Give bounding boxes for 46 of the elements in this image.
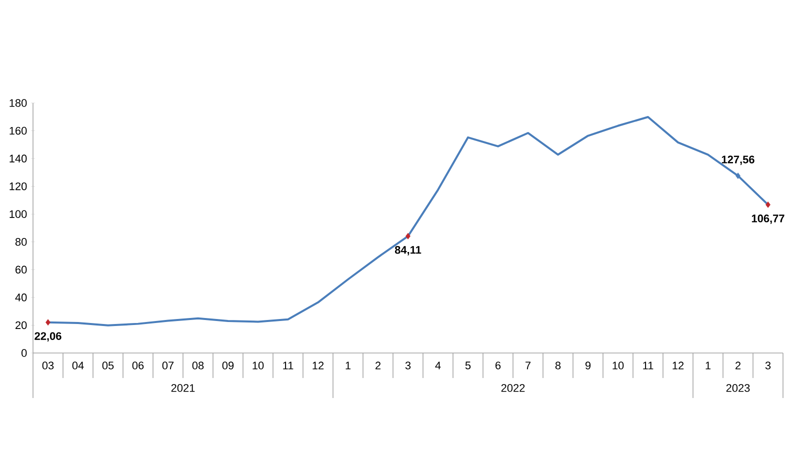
x-tick-label: 9	[585, 362, 591, 370]
data-label: 22,06	[34, 332, 62, 342]
x-tick-label: 04	[72, 362, 84, 370]
x-tick-label: 03	[42, 362, 54, 370]
data-label: 106,77	[752, 214, 784, 224]
x-tick-label: 05	[102, 362, 114, 370]
x-tick-label: 4	[435, 362, 441, 370]
x-tick-label: 7	[526, 362, 531, 370]
x-tick-label: 12	[672, 362, 684, 370]
x-tick-label: 2	[736, 362, 740, 370]
x-tick-label: 3	[405, 362, 411, 370]
point	[736, 172, 740, 180]
x-tick-label: 1	[706, 362, 711, 370]
x-tick-label: 10	[612, 362, 624, 370]
text: 2022	[501, 384, 525, 392]
data-label: 127,56	[722, 156, 754, 165]
text: 2021	[171, 384, 195, 392]
y-tick-label: 20	[16, 321, 27, 330]
x-tick-label: 3	[765, 362, 771, 370]
x-tick-label: 5	[465, 362, 471, 370]
y-tick-label: 160	[10, 126, 27, 135]
y-tick-label: 40	[15, 294, 27, 302]
y-tick-label: 0	[21, 349, 27, 357]
data-label: 84,11	[394, 246, 422, 256]
x-tick-label: 2	[376, 362, 381, 370]
x-tick-label: 11	[643, 362, 654, 370]
y-tick-label: 80	[15, 238, 27, 246]
y-tick-label: 140	[10, 154, 27, 162]
point	[766, 202, 770, 208]
text: 2023	[726, 384, 750, 392]
x-tick-label: 1	[346, 362, 351, 370]
x-tick-label: 11	[283, 362, 294, 370]
x-tick-label: 12	[312, 362, 324, 370]
x-tick-label: 6	[496, 362, 501, 370]
y-tick-label: 120	[10, 182, 27, 190]
point	[406, 232, 410, 240]
x-tick-label: 07	[162, 362, 174, 370]
x-tick-label: 8	[555, 362, 561, 370]
x-tick-label: 06	[132, 362, 144, 370]
point	[46, 319, 50, 326]
x-tick-label: 09	[222, 362, 234, 370]
y-tick-label: 100	[10, 210, 27, 218]
x-tick-label: 08	[192, 362, 204, 370]
y-tick-label: 180	[10, 99, 27, 107]
y-tick-label: 60	[16, 266, 27, 274]
x-tick-label: 10	[252, 362, 264, 370]
